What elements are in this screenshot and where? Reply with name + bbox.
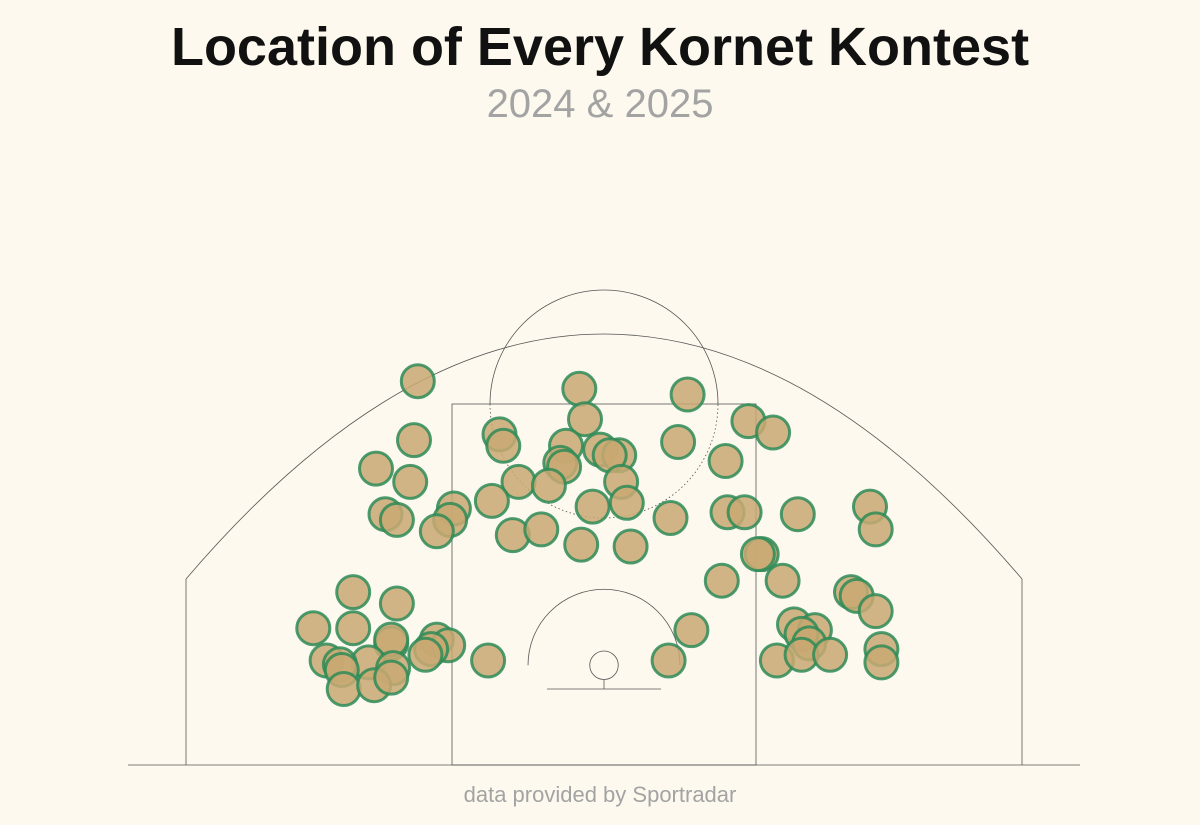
contest-point bbox=[418, 513, 455, 550]
contest-point bbox=[396, 422, 432, 459]
contest-point bbox=[335, 574, 372, 611]
contest-point bbox=[373, 659, 410, 696]
restricted-area-arc bbox=[527, 588, 681, 666]
contest-point bbox=[764, 562, 801, 599]
contest-point bbox=[470, 642, 507, 679]
contest-point bbox=[561, 370, 598, 407]
contest-point bbox=[650, 642, 687, 679]
contest-point bbox=[358, 450, 394, 487]
contest-point bbox=[812, 636, 849, 673]
contest-point bbox=[473, 482, 510, 519]
contest-point bbox=[399, 363, 436, 400]
court-lines bbox=[128, 289, 1080, 766]
contest-point bbox=[707, 443, 744, 479]
paint-area bbox=[451, 403, 757, 766]
contest-point bbox=[608, 484, 645, 521]
contest-point bbox=[652, 500, 689, 536]
contest-point bbox=[857, 593, 894, 630]
contest-point bbox=[612, 528, 649, 565]
contest-point bbox=[567, 401, 603, 438]
contest-point bbox=[673, 612, 710, 649]
contest-point bbox=[755, 414, 792, 451]
rim bbox=[589, 650, 619, 680]
contest-point bbox=[726, 494, 763, 531]
contest-point bbox=[779, 496, 816, 533]
contest-point bbox=[335, 610, 372, 647]
contest-point bbox=[378, 501, 415, 538]
contest-point bbox=[485, 427, 522, 464]
contest-point bbox=[392, 463, 429, 500]
contest-point bbox=[378, 585, 415, 622]
contest-point bbox=[669, 376, 706, 413]
contest-point bbox=[407, 636, 444, 673]
contest-point bbox=[703, 562, 740, 599]
chart-subtitle: 2024 & 2025 bbox=[486, 82, 714, 126]
contest-point bbox=[563, 526, 600, 563]
chart-title: Location of Every Kornet Kontest bbox=[170, 17, 1030, 77]
contest-point bbox=[660, 424, 697, 460]
three-point-arc bbox=[185, 333, 1023, 580]
free-throw-circle-top bbox=[489, 289, 719, 405]
contest-point bbox=[530, 467, 567, 504]
contest-point bbox=[325, 671, 362, 707]
scatter-points bbox=[295, 363, 900, 707]
contest-point bbox=[574, 488, 611, 525]
contest-point bbox=[295, 610, 332, 647]
contest-point bbox=[857, 511, 894, 548]
contest-point bbox=[739, 536, 776, 573]
contest-point bbox=[523, 511, 560, 548]
data-source-caption: data provided by Sportradar bbox=[463, 782, 737, 807]
contest-point bbox=[863, 644, 900, 681]
